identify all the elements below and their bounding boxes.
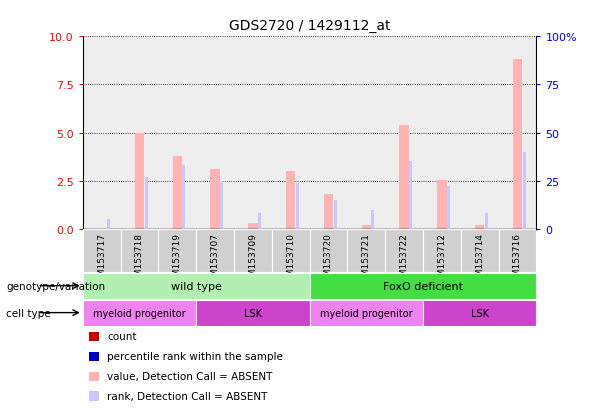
Text: GSM153719: GSM153719 (173, 233, 182, 287)
Text: GSM153720: GSM153720 (324, 233, 333, 287)
Bar (272, 37, 310, 229)
Text: GSM153707: GSM153707 (210, 233, 219, 287)
Bar (196, 300, 310, 326)
Bar (522, 152, 525, 229)
Bar (258, 214, 261, 229)
Bar (310, 229, 348, 273)
Bar (196, 229, 234, 273)
Text: count: count (107, 332, 137, 342)
Bar (272, 229, 310, 273)
Bar (121, 37, 158, 229)
Bar (385, 37, 423, 229)
Text: myeloid progenitor: myeloid progenitor (93, 308, 186, 318)
Bar (409, 162, 412, 229)
Text: myeloid progenitor: myeloid progenitor (320, 308, 413, 318)
Bar (310, 300, 423, 326)
Bar (423, 37, 461, 229)
Text: wild type: wild type (171, 281, 221, 291)
Bar (461, 37, 498, 229)
Text: GSM153710: GSM153710 (286, 233, 295, 287)
Bar (437, 180, 447, 229)
Text: GSM153714: GSM153714 (475, 233, 484, 287)
Bar (348, 37, 385, 229)
Bar (399, 126, 409, 229)
Bar (210, 170, 220, 229)
Text: rank, Detection Call = ABSENT: rank, Detection Call = ABSENT (107, 391, 268, 401)
Bar (196, 37, 234, 229)
Bar (475, 225, 484, 229)
Bar (371, 210, 375, 229)
Text: GSM153722: GSM153722 (400, 233, 409, 287)
Bar (220, 181, 223, 229)
Bar (447, 187, 450, 229)
Bar (83, 229, 121, 273)
Bar (385, 229, 423, 273)
Text: GSM153709: GSM153709 (248, 233, 257, 287)
Bar (295, 183, 299, 229)
Text: percentile rank within the sample: percentile rank within the sample (107, 351, 283, 361)
Text: GSM153717: GSM153717 (97, 233, 106, 287)
Bar (423, 229, 461, 273)
Bar (310, 37, 348, 229)
Text: GSM153716: GSM153716 (513, 233, 522, 287)
Text: GSM153718: GSM153718 (135, 233, 144, 287)
Bar (121, 229, 158, 273)
Bar (324, 195, 333, 229)
Bar (83, 300, 196, 326)
Bar (158, 37, 196, 229)
Bar (145, 177, 148, 229)
Bar (158, 229, 196, 273)
Bar (485, 214, 488, 229)
Bar (423, 300, 536, 326)
Text: value, Detection Call = ABSENT: value, Detection Call = ABSENT (107, 371, 273, 381)
Bar (512, 60, 522, 229)
Bar (83, 37, 121, 229)
Bar (234, 229, 272, 273)
Bar (182, 166, 185, 229)
Bar (362, 225, 371, 229)
Text: GSM153712: GSM153712 (437, 233, 446, 287)
Text: GSM153721: GSM153721 (362, 233, 371, 287)
Text: LSK: LSK (471, 308, 489, 318)
Bar (248, 223, 257, 229)
Bar (310, 273, 536, 299)
Title: GDS2720 / 1429112_at: GDS2720 / 1429112_at (229, 19, 390, 33)
Bar (333, 200, 337, 229)
Bar (172, 156, 182, 229)
Text: LSK: LSK (244, 308, 262, 318)
Bar (498, 37, 536, 229)
Bar (498, 229, 536, 273)
Bar (461, 229, 498, 273)
Bar (286, 172, 295, 229)
Text: cell type: cell type (6, 308, 51, 318)
Text: genotype/variation: genotype/variation (6, 281, 105, 291)
Bar (135, 133, 144, 229)
Bar (234, 37, 272, 229)
Bar (83, 273, 310, 299)
Bar (107, 220, 110, 229)
Bar (348, 229, 385, 273)
Text: FoxO deficient: FoxO deficient (383, 281, 463, 291)
